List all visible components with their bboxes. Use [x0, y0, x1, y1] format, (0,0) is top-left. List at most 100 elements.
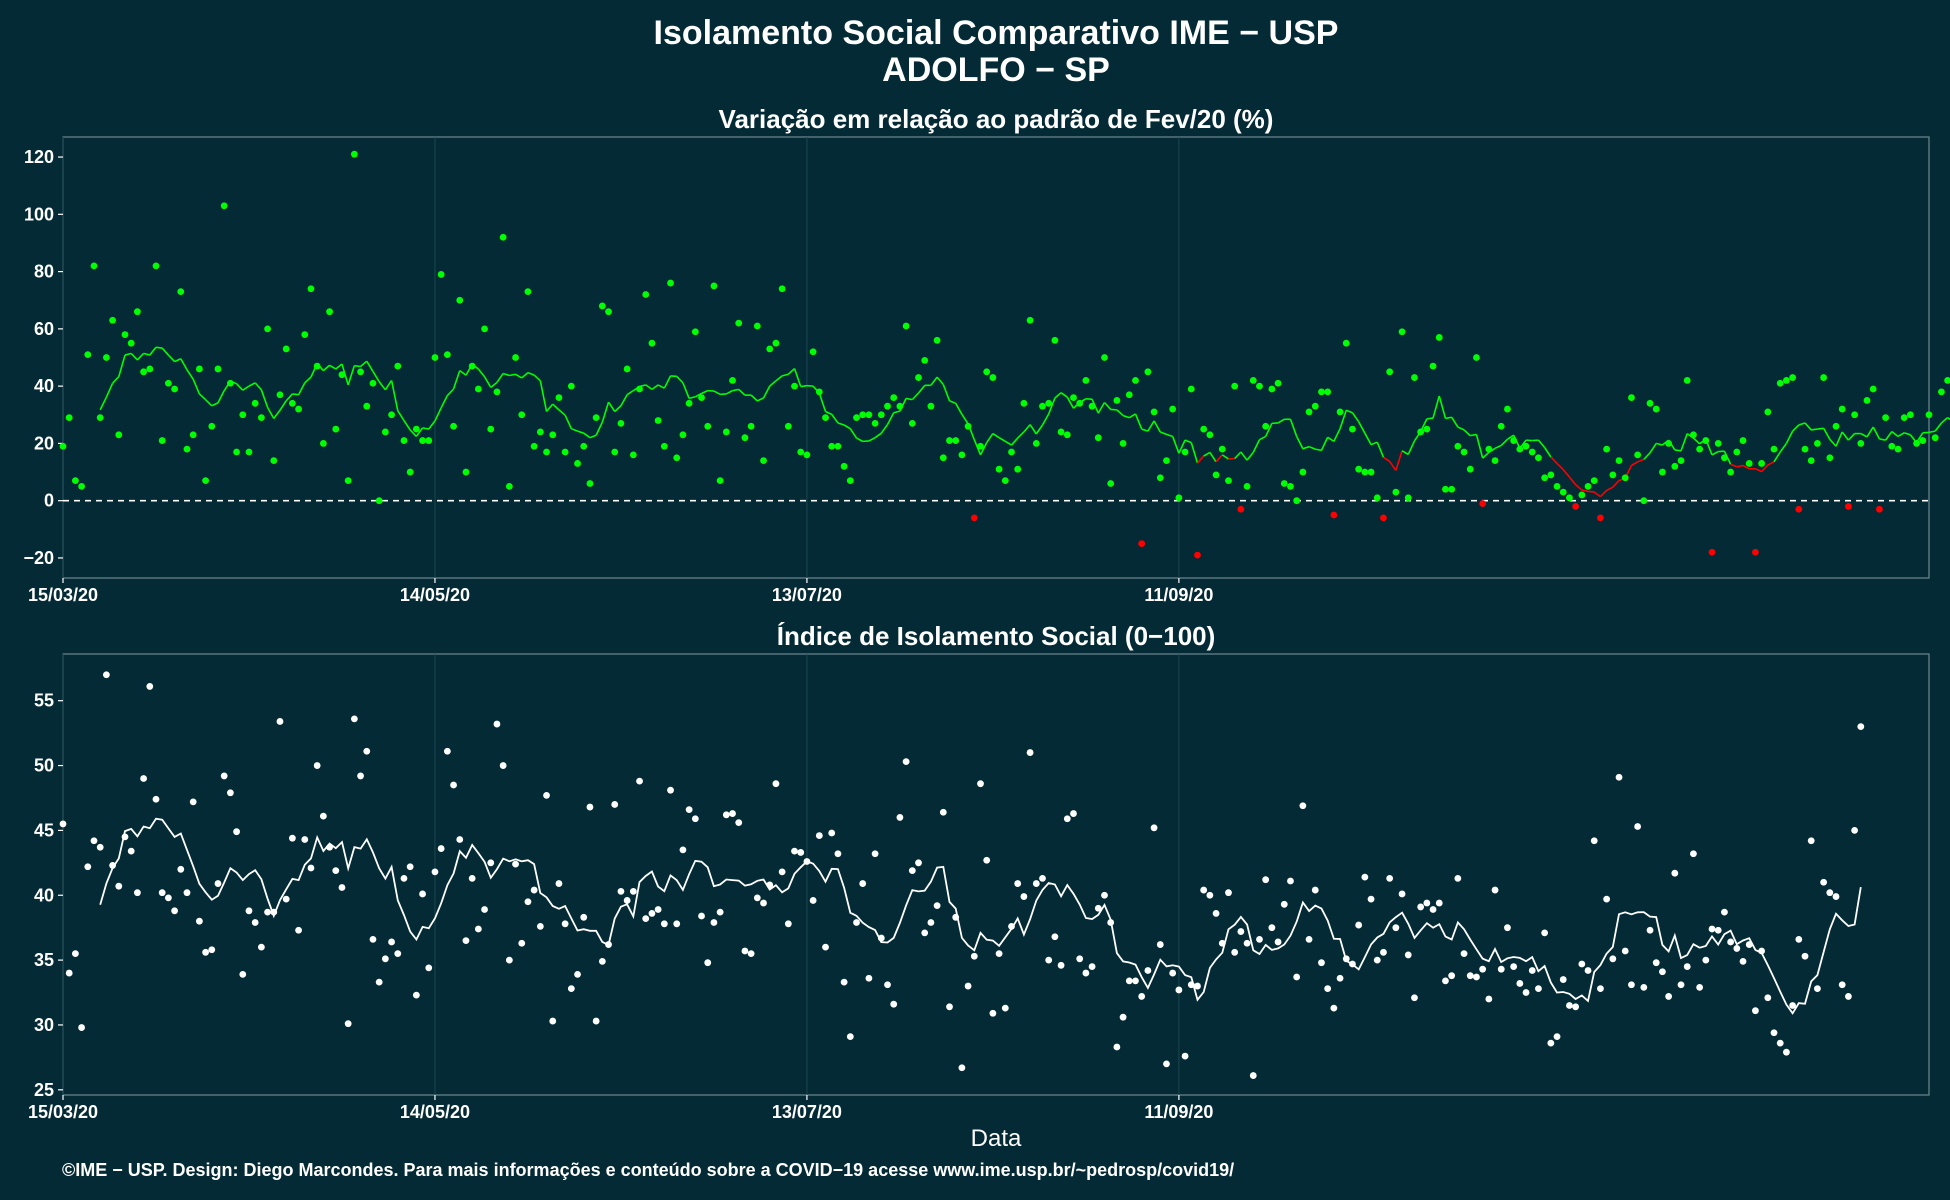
data-point: [1094, 904, 1102, 912]
moving-average-segment: [236, 383, 244, 391]
data-point: [704, 422, 712, 430]
moving-average-segment: [279, 400, 287, 411]
data-point: [884, 981, 891, 989]
data-point: [332, 425, 340, 433]
moving-average-segment: [1742, 464, 1750, 470]
data-point: [760, 457, 767, 464]
data-point: [1497, 422, 1505, 430]
data-point: [1919, 437, 1927, 444]
moving-average-segment: [1674, 449, 1682, 452]
data-point: [1057, 961, 1065, 969]
data-point: [133, 308, 141, 316]
moving-average-segment: [1141, 428, 1149, 432]
moving-average-segment: [1097, 402, 1106, 414]
moving-average-segment: [998, 436, 1006, 443]
moving-average-segment: [825, 410, 833, 416]
data-point: [611, 448, 619, 456]
data-point: [1944, 377, 1950, 384]
data-point: [611, 801, 619, 808]
data-point: [208, 946, 216, 954]
data-point: [1646, 399, 1654, 407]
moving-average-segment: [886, 412, 895, 425]
data-point: [1324, 985, 1332, 993]
data-point: [1249, 1072, 1257, 1079]
data-point: [468, 362, 476, 370]
data-point: [474, 385, 482, 393]
moving-average-segment: [266, 407, 275, 419]
moving-average-segment: [378, 381, 387, 391]
data-point: [1392, 924, 1400, 932]
data-point: [270, 908, 278, 916]
data-point: [952, 913, 960, 921]
data-point: [245, 907, 253, 915]
data-point: [257, 943, 265, 951]
data-point: [1845, 993, 1852, 1000]
data-point: [332, 867, 340, 875]
moving-average-segment: [1562, 469, 1571, 478]
data-point: [1212, 471, 1220, 479]
data-point: [989, 1009, 997, 1017]
moving-average-segment: [1004, 440, 1012, 446]
data-point: [654, 906, 662, 913]
data-point: [691, 328, 699, 336]
moving-average-segment: [1327, 436, 1335, 443]
moving-average-segment: [1184, 439, 1192, 444]
moving-average-segment: [329, 364, 337, 370]
moving-average-segment: [1432, 395, 1441, 419]
data-point: [1330, 511, 1338, 519]
data-point: [276, 718, 284, 725]
data-point: [282, 895, 290, 903]
data-point: [1386, 874, 1394, 882]
data-point: [1553, 1033, 1561, 1041]
moving-average-segment: [1351, 412, 1360, 423]
moving-average-segment: [614, 405, 622, 413]
data-point: [598, 958, 606, 965]
data-point: [1107, 480, 1115, 487]
data-point: [1156, 941, 1164, 948]
data-point: [1293, 497, 1301, 505]
data-point: [1448, 972, 1456, 980]
data-point: [574, 970, 581, 978]
data-point: [698, 912, 705, 920]
moving-average-segment: [205, 399, 213, 407]
data-point: [1417, 903, 1425, 911]
moving-average-segment: [118, 354, 126, 377]
data-point: [1355, 921, 1363, 929]
data-point: [989, 374, 997, 381]
moving-average-segment: [1166, 433, 1173, 438]
data-point: [1491, 457, 1499, 464]
data-point: [1262, 422, 1270, 430]
moving-average-segment: [793, 368, 802, 387]
data-point: [828, 829, 836, 837]
data-point: [1851, 411, 1859, 419]
data-point: [1826, 454, 1834, 462]
moving-average-segment: [149, 346, 157, 356]
data-point: [1801, 952, 1809, 960]
data-point: [1727, 468, 1735, 476]
data-point: [1107, 919, 1115, 926]
moving-average-segment: [1333, 428, 1341, 442]
data-point: [1169, 969, 1177, 977]
data-point: [1063, 815, 1071, 823]
moving-average-segment: [1835, 431, 1843, 447]
data-point: [481, 325, 488, 333]
data-point: [1256, 935, 1263, 943]
data-point: [1578, 491, 1586, 499]
moving-average-segment: [1599, 489, 1608, 498]
data-point: [1144, 368, 1152, 376]
data-point: [1243, 482, 1251, 490]
moving-average-segment: [1240, 451, 1248, 461]
data-point: [1671, 869, 1679, 877]
data-point: [747, 422, 755, 430]
data-point: [1776, 379, 1784, 387]
moving-average-segment: [1767, 461, 1775, 466]
data-point: [524, 898, 532, 906]
data-point: [288, 399, 296, 407]
moving-average-segment: [136, 352, 145, 361]
data-point: [276, 391, 284, 399]
moving-average-segment: [1792, 424, 1800, 432]
moving-average-segment: [1940, 417, 1949, 424]
moving-average-segment: [1383, 456, 1391, 463]
moving-average-segment: [1221, 454, 1229, 460]
data-point: [704, 959, 712, 967]
